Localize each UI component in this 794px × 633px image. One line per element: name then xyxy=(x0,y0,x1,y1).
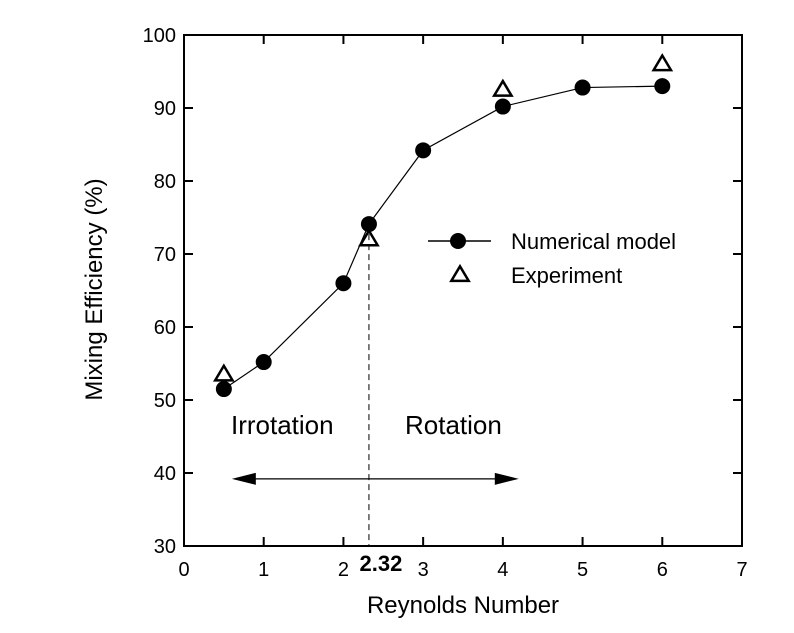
data-point-numerical-model xyxy=(255,354,272,371)
x-tick-label: 4 xyxy=(497,559,508,581)
x-tick-label: 2 xyxy=(338,559,349,581)
y-tick-label: 60 xyxy=(154,317,176,339)
series-line-numerical-model xyxy=(223,85,663,390)
x-axis-title: Reynolds Number xyxy=(367,592,559,619)
legend-label-numerical-model: Numerical model xyxy=(511,229,676,254)
threshold-label: 2.32 xyxy=(360,551,403,576)
series-layer xyxy=(212,53,674,398)
data-point-experiment xyxy=(212,363,235,382)
legend-marker-experiment xyxy=(449,263,471,283)
y-tick-label: 40 xyxy=(154,463,176,485)
data-point-numerical-model xyxy=(415,142,432,159)
arrow-head-left xyxy=(231,472,256,485)
x-tick-label: 0 xyxy=(178,559,189,581)
arrow-head-right xyxy=(494,472,519,485)
data-point-experiment xyxy=(491,78,514,97)
region-label-irrotation: Irrotation xyxy=(231,410,334,440)
data-point-numerical-model xyxy=(494,98,511,115)
data-point-experiment xyxy=(651,53,674,72)
legend-marker-numerical-model xyxy=(450,233,466,249)
annotation-layer xyxy=(231,224,519,546)
x-tick-label: 5 xyxy=(577,559,588,581)
legend-label-experiment: Experiment xyxy=(511,263,622,288)
y-tick-label: 100 xyxy=(143,25,176,47)
x-tick-label: 7 xyxy=(736,559,747,581)
data-point-numerical-model xyxy=(215,381,232,398)
region-label-rotation: Rotation xyxy=(405,410,502,440)
ticks-layer xyxy=(183,34,743,547)
data-point-numerical-model xyxy=(335,275,352,292)
data-point-numerical-model xyxy=(654,78,671,95)
data-point-experiment xyxy=(358,228,380,247)
x-tick-label: 3 xyxy=(418,559,429,581)
tick-labels-layer: 0 1 2 3 4 5 6 7 30 40 50 60 70 80 90 100 xyxy=(143,25,748,581)
y-tick-label: 50 xyxy=(154,390,176,412)
y-tick-label: 80 xyxy=(154,171,176,193)
plot-frame xyxy=(183,34,743,547)
data-point-numerical-model xyxy=(574,79,591,96)
x-tick-label: 1 xyxy=(258,559,269,581)
y-tick-label: 30 xyxy=(154,536,176,558)
y-tick-label: 90 xyxy=(154,98,176,120)
data-point-numerical-model xyxy=(360,216,377,233)
y-tick-label: 70 xyxy=(154,244,176,266)
y-axis-title: Mixing Efficiency (%) xyxy=(81,178,108,400)
x-tick-label: 6 xyxy=(657,559,668,581)
legend: Numerical model Experiment xyxy=(428,229,676,288)
